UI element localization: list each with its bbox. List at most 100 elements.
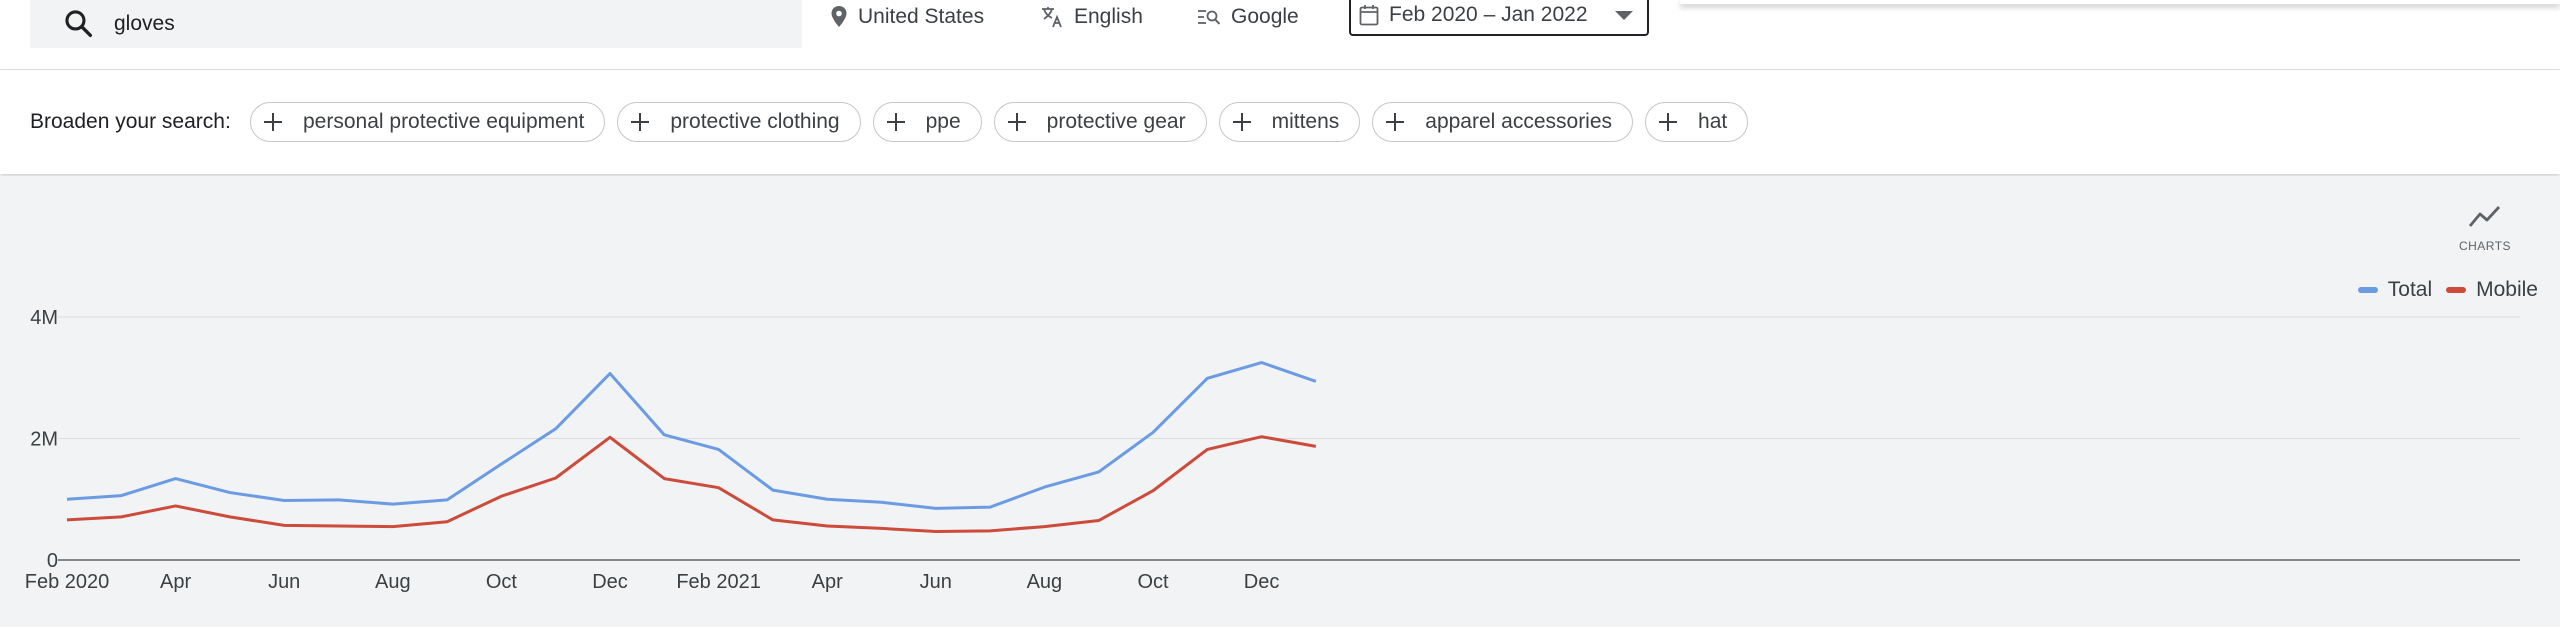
data-point-total[interactable] — [278, 494, 290, 506]
chip-mittens[interactable]: mittens — [1218, 102, 1361, 142]
language-label: English — [1074, 5, 1143, 28]
data-point-total[interactable] — [170, 473, 182, 485]
charts-label: CHARTS — [2458, 239, 2512, 253]
data-point-mobile[interactable] — [713, 482, 725, 494]
charts-toggle-button[interactable]: CHARTS — [2452, 204, 2518, 254]
language-filter[interactable]: English — [1040, 0, 1143, 34]
legend-item-mobile[interactable]: Mobile — [2446, 278, 2538, 302]
data-point-total[interactable] — [984, 501, 996, 513]
data-point-total[interactable] — [604, 367, 616, 379]
data-point-mobile[interactable] — [1093, 515, 1105, 527]
x-tick-label: Oct — [486, 571, 518, 593]
plus-icon — [263, 112, 283, 132]
plus-icon — [1385, 112, 1405, 132]
overlay-panel-edge — [1680, 0, 2560, 4]
broaden-search-row: Broaden your search: personal protective… — [0, 70, 2560, 174]
data-point-mobile[interactable] — [333, 520, 345, 532]
data-point-mobile[interactable] — [930, 525, 942, 537]
data-point-total[interactable] — [115, 490, 127, 502]
data-point-total[interactable] — [61, 493, 73, 505]
data-point-mobile[interactable] — [115, 511, 127, 523]
search-source-filter[interactable]: Google — [1197, 0, 1299, 34]
data-point-total[interactable] — [767, 484, 779, 496]
legend-item-total[interactable]: Total — [2357, 278, 2432, 302]
chip-hat[interactable]: hat — [1645, 102, 1749, 142]
data-point-mobile[interactable] — [495, 490, 507, 502]
series-line-mobile[interactable] — [66, 435, 1317, 533]
data-point-total[interactable] — [1201, 372, 1213, 384]
source-label: Google — [1231, 5, 1299, 28]
chip-protective-clothing[interactable]: protective clothing — [617, 102, 861, 142]
plus-icon — [1232, 112, 1252, 132]
chip-apparel-accessories[interactable]: apparel accessories — [1372, 102, 1634, 142]
search-query[interactable]: gloves — [114, 12, 175, 35]
x-tick-label: Aug — [375, 571, 411, 593]
data-point-mobile[interactable] — [821, 520, 833, 532]
search-source-icon — [1198, 10, 1221, 25]
broaden-label: Broaden your search: — [30, 110, 231, 133]
data-point-mobile[interactable] — [1256, 431, 1268, 443]
data-point-total[interactable] — [930, 502, 942, 514]
x-tick-label: Dec — [1244, 571, 1280, 593]
data-point-total[interactable] — [1093, 466, 1105, 478]
data-point-total[interactable] — [876, 496, 888, 508]
data-point-mobile[interactable] — [61, 514, 73, 526]
chip-personal-protective-equipment[interactable]: personal protective equipment — [250, 102, 606, 142]
chip-protective-gear[interactable]: protective gear — [993, 102, 1207, 142]
data-point-mobile[interactable] — [1038, 521, 1050, 533]
suggestion-chips: personal protective equipment protective… — [250, 102, 1760, 142]
data-point-total[interactable] — [495, 458, 507, 470]
chip-label: personal protective equipment — [303, 110, 585, 133]
data-point-mobile[interactable] — [441, 516, 453, 528]
search-field[interactable]: gloves — [30, 0, 802, 48]
data-point-total[interactable] — [1310, 375, 1322, 387]
legend-swatch-mobile — [2446, 287, 2467, 293]
location-pin-icon — [831, 6, 847, 27]
data-point-mobile[interactable] — [767, 514, 779, 526]
data-point-mobile[interactable] — [1310, 440, 1322, 452]
plus-icon — [1007, 112, 1027, 132]
plus-icon — [1658, 112, 1678, 132]
x-tick-label: Jun — [920, 571, 952, 593]
data-point-mobile[interactable] — [658, 473, 670, 485]
series-line-total[interactable] — [66, 361, 1317, 510]
data-point-total[interactable] — [821, 493, 833, 505]
data-point-total[interactable] — [441, 494, 453, 506]
y-tick-label: 4M — [30, 307, 58, 329]
data-point-total[interactable] — [658, 429, 670, 441]
chip-label: protective clothing — [670, 110, 840, 133]
calendar-icon — [1359, 5, 1379, 26]
chip-label: apparel accessories — [1425, 110, 1613, 133]
x-tick-label: Oct — [1137, 571, 1169, 593]
data-point-total[interactable] — [387, 498, 399, 510]
data-point-mobile[interactable] — [278, 519, 290, 531]
data-point-mobile[interactable] — [550, 472, 562, 484]
data-point-total[interactable] — [224, 487, 236, 499]
location-filter[interactable]: United States — [830, 0, 984, 34]
data-point-mobile[interactable] — [1147, 485, 1159, 497]
data-point-total[interactable] — [713, 443, 725, 455]
data-point-total[interactable] — [333, 494, 345, 506]
x-tick-label: Feb 2020 — [25, 571, 110, 593]
date-range-dropdown[interactable]: Feb 2020 – Jan 2022 — [1349, 0, 1649, 36]
line-chart: 0 2M 4M Feb 2020 Apr Jun Aug Oct Dec Feb 2021 Apr J… — [25, 307, 2520, 593]
data-point-total[interactable] — [1256, 357, 1268, 369]
data-point-mobile[interactable] — [387, 521, 399, 533]
data-point-mobile[interactable] — [224, 511, 236, 523]
chip-ppe[interactable]: ppe — [872, 102, 982, 142]
data-point-total[interactable] — [1038, 481, 1050, 493]
data-point-mobile[interactable] — [984, 525, 996, 537]
data-point-mobile[interactable] — [170, 500, 182, 512]
dropdown-caret-icon — [1615, 10, 1633, 20]
filter-bar: gloves United States English Google — [0, 0, 2560, 70]
plus-icon — [886, 112, 906, 132]
location-label: United States — [858, 5, 985, 28]
data-point-total[interactable] — [1147, 426, 1159, 438]
data-point-total[interactable] — [550, 423, 562, 435]
data-point-mobile[interactable] — [1201, 443, 1213, 455]
data-point-mobile[interactable] — [604, 431, 616, 443]
data-point-mobile[interactable] — [876, 522, 888, 534]
divider — [0, 69, 2560, 70]
x-tick-label: Aug — [1027, 571, 1063, 593]
chip-label: ppe — [925, 110, 961, 133]
